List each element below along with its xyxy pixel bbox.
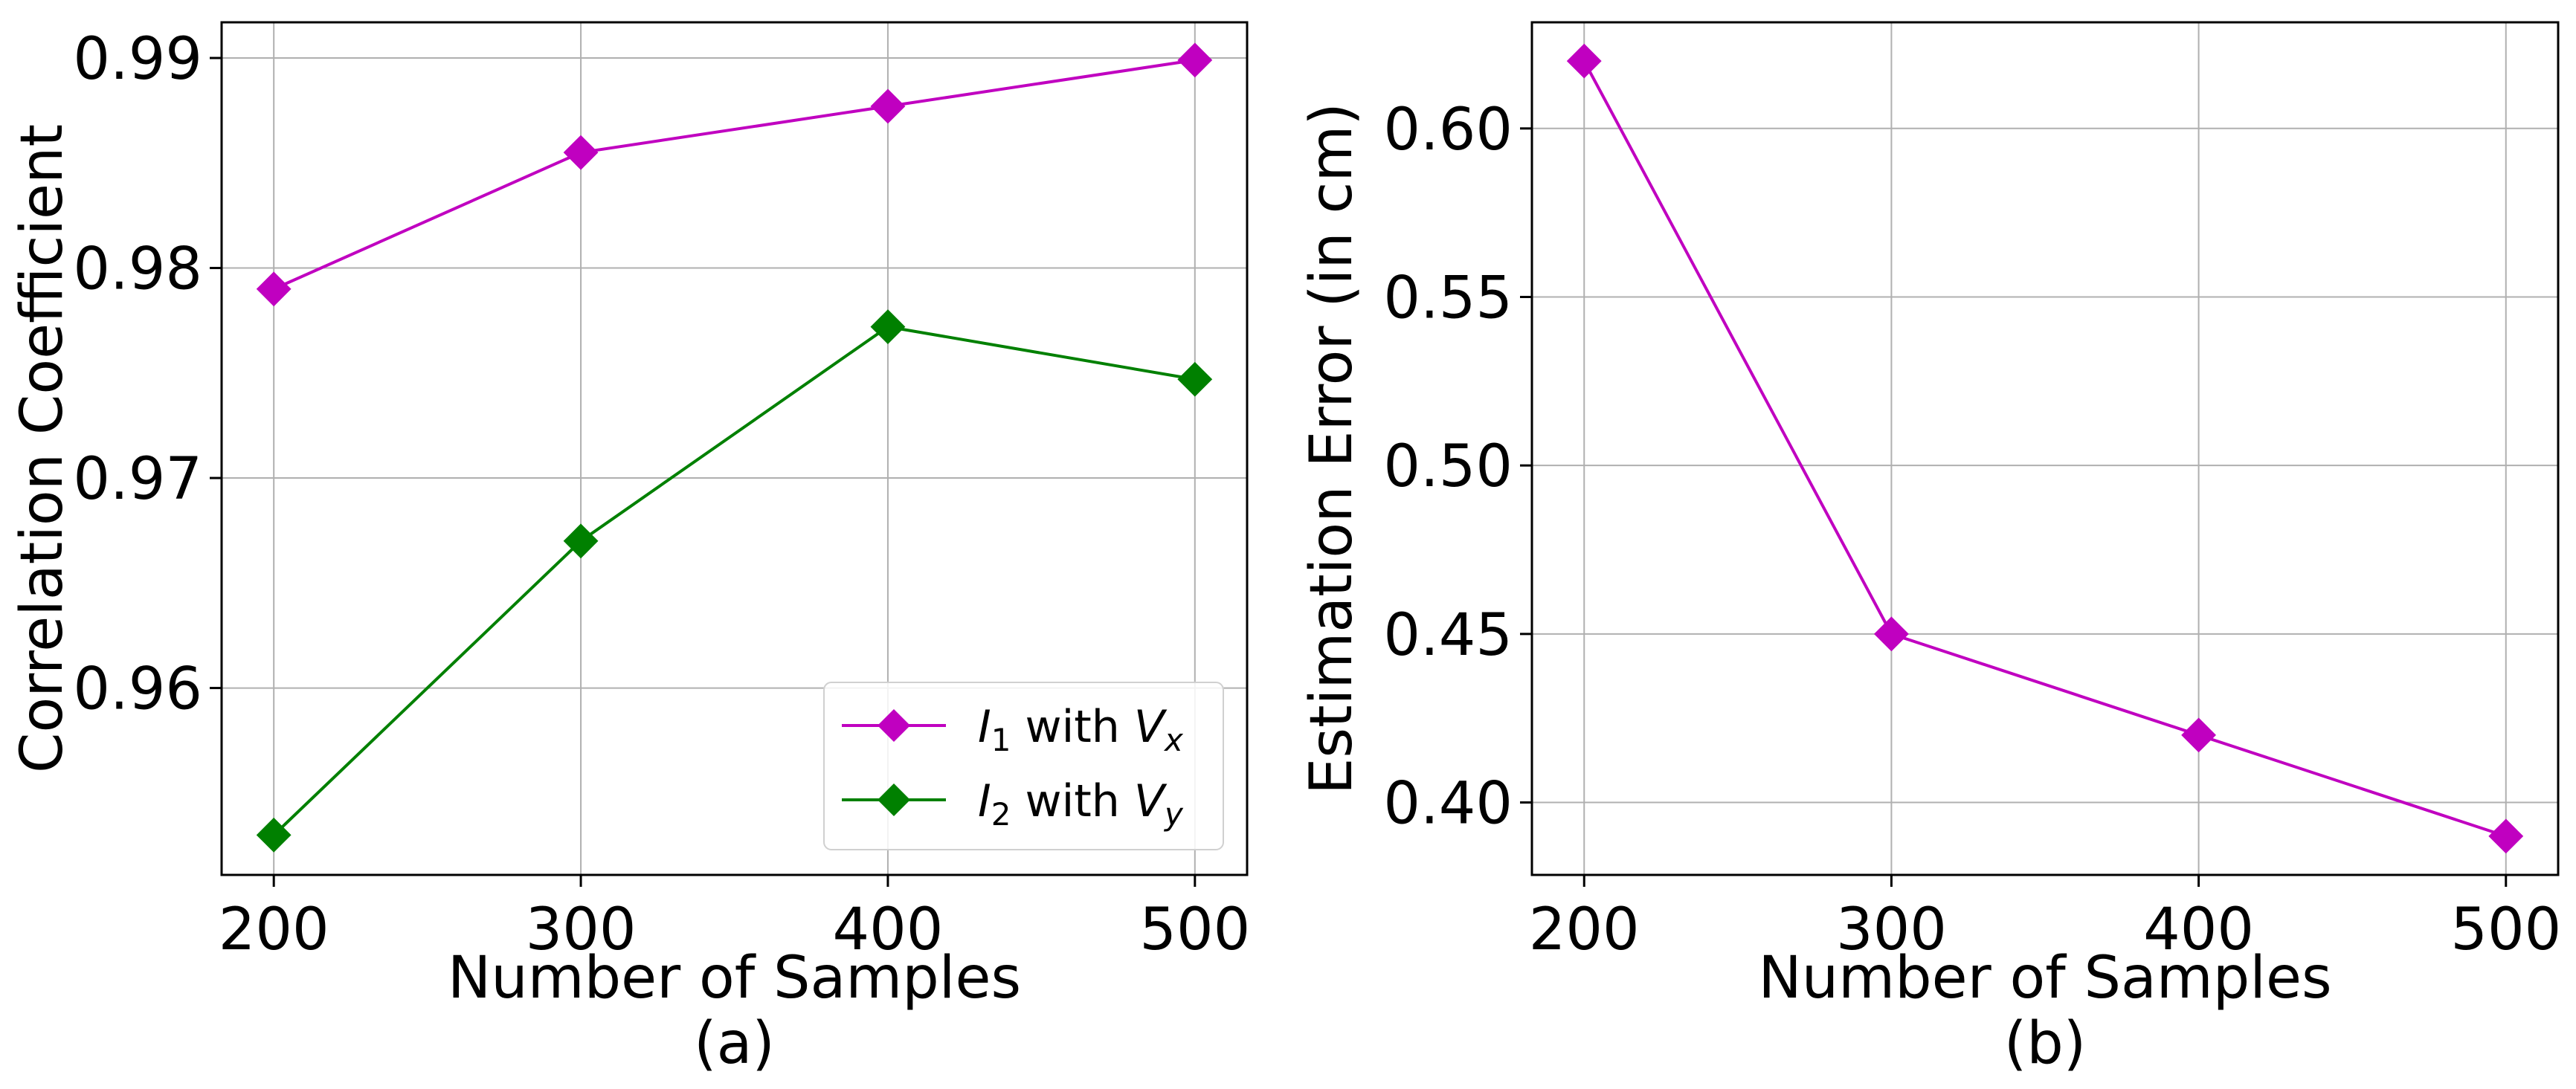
y-tick-label: 0.98 <box>73 236 202 303</box>
panel-a-x-axis-label: Number of Samples <box>448 945 1021 1012</box>
series-1-point <box>563 135 599 170</box>
series-2-point <box>563 523 599 559</box>
y-tick-label: 0.97 <box>73 446 202 513</box>
panel-a: 200 300 400 500 0.96 0.97 0.98 0.99 Number of S… <box>9 21 1250 1077</box>
panel-a-grid <box>222 22 1247 875</box>
panel-b-grid <box>1532 22 2558 875</box>
series-1-point <box>2181 717 2217 753</box>
x-tick-label: 200 <box>1529 896 1640 963</box>
x-tick-label: 400 <box>832 896 943 963</box>
series-1-point <box>1177 42 1213 78</box>
panel-b-tick-labels: 200 300 400 500 0.40 0.45 0.50 0.55 0.60 <box>1383 97 2561 963</box>
series-1-line <box>1582 60 2507 838</box>
series-1-point <box>256 271 292 307</box>
series-2-point <box>870 309 906 345</box>
panel-a-legend: I1 with Vx I2 with Vy <box>823 682 1224 850</box>
x-tick-label: 500 <box>2450 896 2561 963</box>
series-1-point <box>1873 616 1909 652</box>
panel-a-tick-labels: 200 300 400 500 0.96 0.97 0.98 0.99 <box>73 26 1250 963</box>
x-tick-label: 200 <box>219 896 329 963</box>
legend-label: I2 with Vy <box>978 775 1184 833</box>
y-tick-label: 0.40 <box>1383 771 1513 838</box>
panel-a-y-axis-label: Correlation Coefficient <box>9 124 76 773</box>
series-1-point <box>870 88 906 124</box>
panel-a-axes-frame <box>220 21 1249 876</box>
panel-a-series <box>256 42 1213 853</box>
x-tick-label: 500 <box>1139 896 1250 963</box>
panel-b-axes-frame <box>1530 21 2560 876</box>
legend-label: I1 with Vx <box>978 701 1184 758</box>
y-tick-label: 0.60 <box>1383 97 1513 164</box>
series-2-point <box>256 817 292 853</box>
panel-b-series <box>1566 43 2524 854</box>
series-1-point <box>2488 818 2524 854</box>
series-2-line <box>272 325 1196 836</box>
panel-a-caption: (a) <box>694 1010 775 1077</box>
y-tick-label: 0.99 <box>73 26 202 93</box>
legend-marker <box>878 709 910 742</box>
panel-b-y-axis-label: Estimation Error (in cm) <box>1298 103 1365 795</box>
y-tick-label: 0.96 <box>73 656 202 723</box>
panel-b-caption: (b) <box>2004 1010 2086 1077</box>
panel-b-x-axis-label: Number of Samples <box>1758 945 2331 1012</box>
x-tick-label: 400 <box>2143 896 2254 963</box>
y-tick-label: 0.45 <box>1383 602 1513 669</box>
series-1-point <box>1566 43 1602 79</box>
legend-marker <box>878 783 910 816</box>
series-1-line <box>273 58 1196 291</box>
panel-b: 200 300 400 500 0.40 0.45 0.50 0.55 0.60 Number … <box>1298 21 2561 1077</box>
x-tick-label: 300 <box>526 896 637 963</box>
y-tick-label: 0.50 <box>1383 433 1513 500</box>
series-2-point <box>1177 361 1213 397</box>
y-tick-label: 0.55 <box>1383 265 1513 332</box>
x-tick-label: 300 <box>1836 896 1947 963</box>
